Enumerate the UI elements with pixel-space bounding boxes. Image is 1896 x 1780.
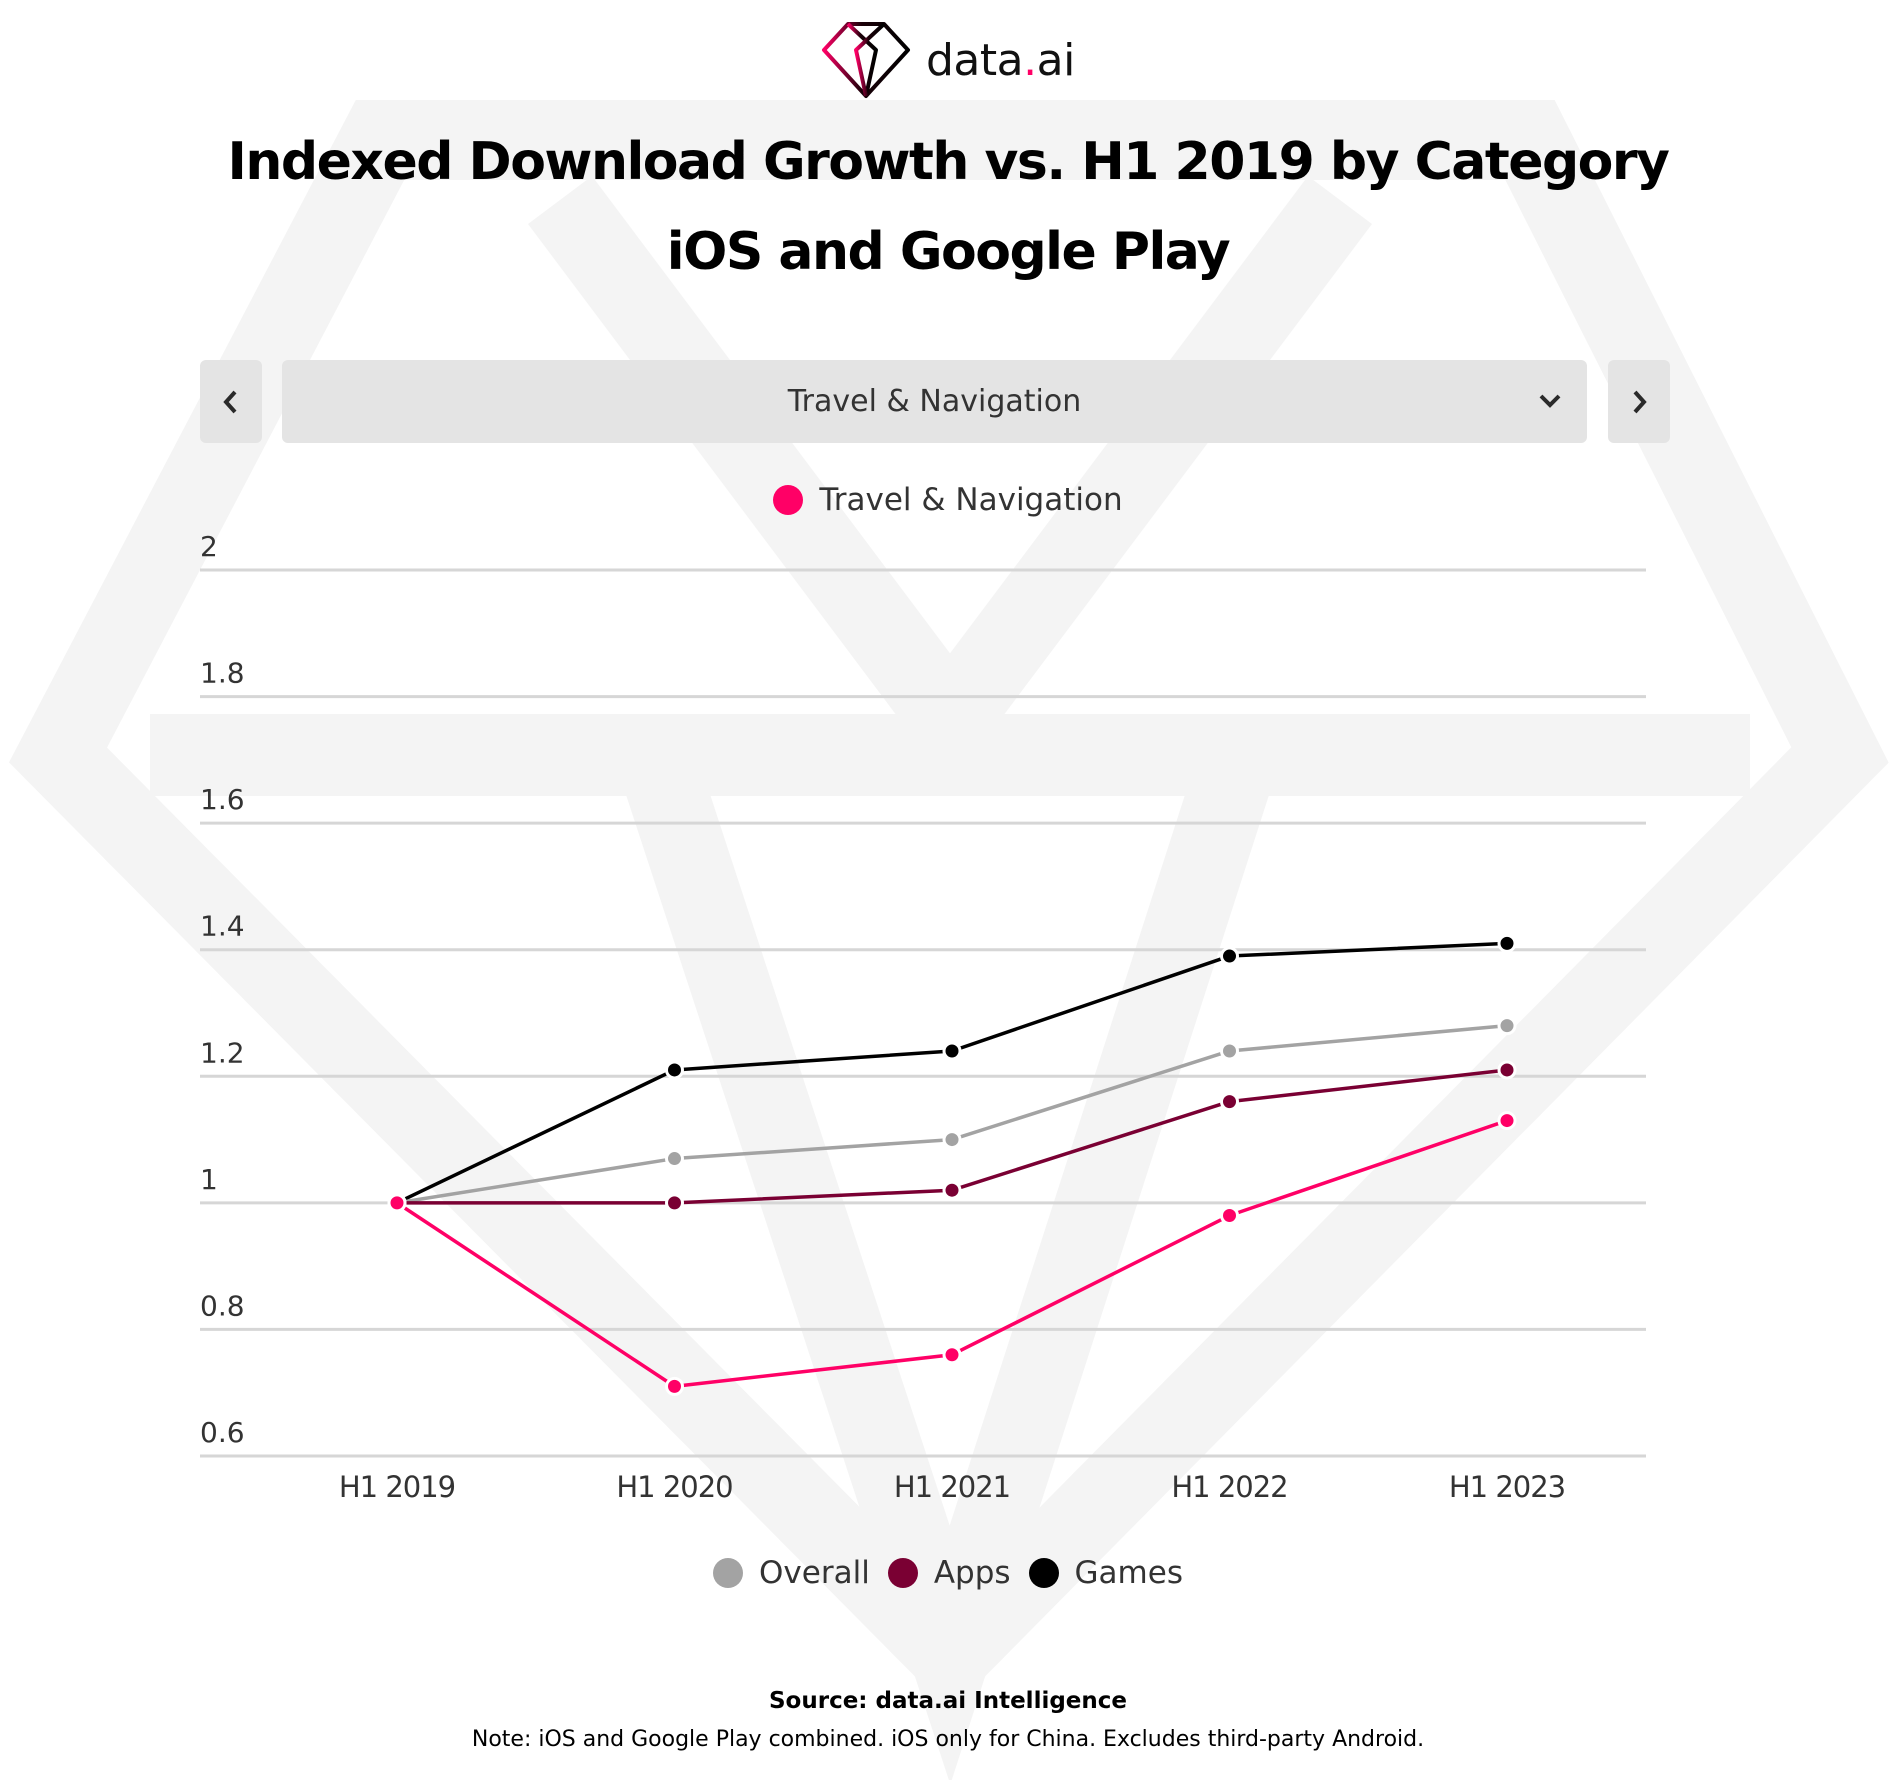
series-line-games bbox=[396, 941, 1508, 1205]
data-point-overall[interactable] bbox=[1497, 1016, 1517, 1036]
data-point-apps[interactable] bbox=[942, 1180, 962, 1200]
data-point-apps[interactable] bbox=[1220, 1092, 1239, 1112]
legend-item-apps[interactable]: Apps bbox=[887, 1555, 1011, 1591]
y-tick-label: 1.2 bbox=[200, 1036, 245, 1069]
legend-label: Games bbox=[1074, 1555, 1183, 1591]
diamond-logo-icon bbox=[822, 22, 910, 98]
x-tick-label: H1 2021 bbox=[894, 1470, 1010, 1504]
note-text: Note: iOS and Google Play combined. iOS … bbox=[471, 1727, 1425, 1752]
data-point-games[interactable] bbox=[942, 1041, 962, 1061]
data-point-games[interactable] bbox=[665, 1060, 684, 1080]
data-point-games[interactable] bbox=[1220, 946, 1239, 966]
brand-logo: data.ai bbox=[820, 18, 1080, 102]
bottom-legend: Overall Apps Games bbox=[0, 1555, 1896, 1591]
legend-marker-overall bbox=[713, 1558, 744, 1588]
y-tick-label: 0.6 bbox=[200, 1416, 245, 1449]
series-points-games bbox=[387, 933, 1517, 1213]
gridlines bbox=[200, 568, 1646, 1458]
chevron-left-icon bbox=[223, 390, 237, 413]
chevron-right-icon bbox=[1633, 390, 1647, 413]
data-point-travel-navigation[interactable] bbox=[1220, 1206, 1239, 1226]
next-category-button[interactable] bbox=[1608, 360, 1670, 443]
chart-subtitle: iOS and Google Play bbox=[666, 222, 1231, 282]
data-point-overall[interactable] bbox=[665, 1149, 684, 1169]
data-point-overall[interactable] bbox=[942, 1130, 962, 1150]
legend-label: Overall bbox=[759, 1555, 870, 1591]
brand-name-part2: ai bbox=[1036, 34, 1076, 86]
legend-marker-games bbox=[1028, 1558, 1059, 1588]
data-point-travel-navigation[interactable] bbox=[387, 1193, 407, 1213]
data-point-overall[interactable] bbox=[1220, 1041, 1239, 1061]
data-point-travel-navigation[interactable] bbox=[1497, 1111, 1517, 1131]
data-point-travel-navigation[interactable] bbox=[942, 1345, 962, 1365]
brand-name-part1: data bbox=[926, 34, 1024, 86]
y-axis-ticks: 2 1.8 1.6 1.4 1.2 1 0.8 0.6 bbox=[200, 530, 245, 1449]
data-point-apps[interactable] bbox=[665, 1193, 684, 1213]
source-text: Source: data.ai Intelligence bbox=[768, 1688, 1128, 1714]
series-points-travel-navigation bbox=[387, 1111, 1517, 1396]
legend-label: Apps bbox=[933, 1555, 1011, 1591]
legend-item-overall[interactable]: Overall bbox=[713, 1555, 870, 1591]
legend-marker-apps bbox=[887, 1558, 918, 1588]
y-tick-label: 2 bbox=[200, 530, 218, 563]
x-tick-label: H1 2022 bbox=[1171, 1470, 1287, 1504]
legend-label: Travel & Navigation bbox=[819, 482, 1123, 518]
series-games bbox=[396, 941, 1508, 1205]
y-tick-label: 1.8 bbox=[200, 657, 245, 690]
chevron-down-icon bbox=[1539, 394, 1561, 408]
data-point-apps[interactable] bbox=[1497, 1060, 1517, 1080]
x-axis-ticks: H1 2019 H1 2020 H1 2021 H1 2022 H1 2023 bbox=[339, 1470, 1566, 1504]
previous-category-button[interactable] bbox=[200, 360, 262, 443]
x-tick-label: H1 2019 bbox=[339, 1470, 455, 1504]
data-point-games[interactable] bbox=[1497, 933, 1517, 953]
chart-title: Indexed Download Growth vs. H1 2019 by C… bbox=[227, 132, 1670, 192]
y-tick-label: 0.8 bbox=[200, 1289, 245, 1322]
y-tick-label: 1.4 bbox=[200, 910, 245, 943]
watermark-outer bbox=[8, 100, 1889, 1712]
legend-marker-travel-navigation bbox=[773, 485, 804, 515]
legend-item-games[interactable]: Games bbox=[1028, 1555, 1183, 1591]
x-tick-label: H1 2020 bbox=[616, 1470, 732, 1504]
y-tick-label: 1.6 bbox=[200, 783, 245, 816]
category-dropdown-value: Travel & Navigation bbox=[787, 384, 1082, 419]
x-tick-label: H1 2023 bbox=[1449, 1470, 1565, 1504]
brand-name: data.ai bbox=[926, 35, 1075, 86]
data-point-travel-navigation[interactable] bbox=[665, 1376, 684, 1396]
category-dropdown[interactable]: Travel & Navigation bbox=[282, 360, 1587, 443]
series-lines bbox=[387, 933, 1517, 1396]
y-tick-label: 1 bbox=[200, 1163, 218, 1196]
legend-item-travel-navigation[interactable]: Travel & Navigation bbox=[773, 482, 1123, 518]
brand-name-dot: . bbox=[1023, 34, 1037, 86]
top-legend: Travel & Navigation bbox=[0, 482, 1896, 518]
